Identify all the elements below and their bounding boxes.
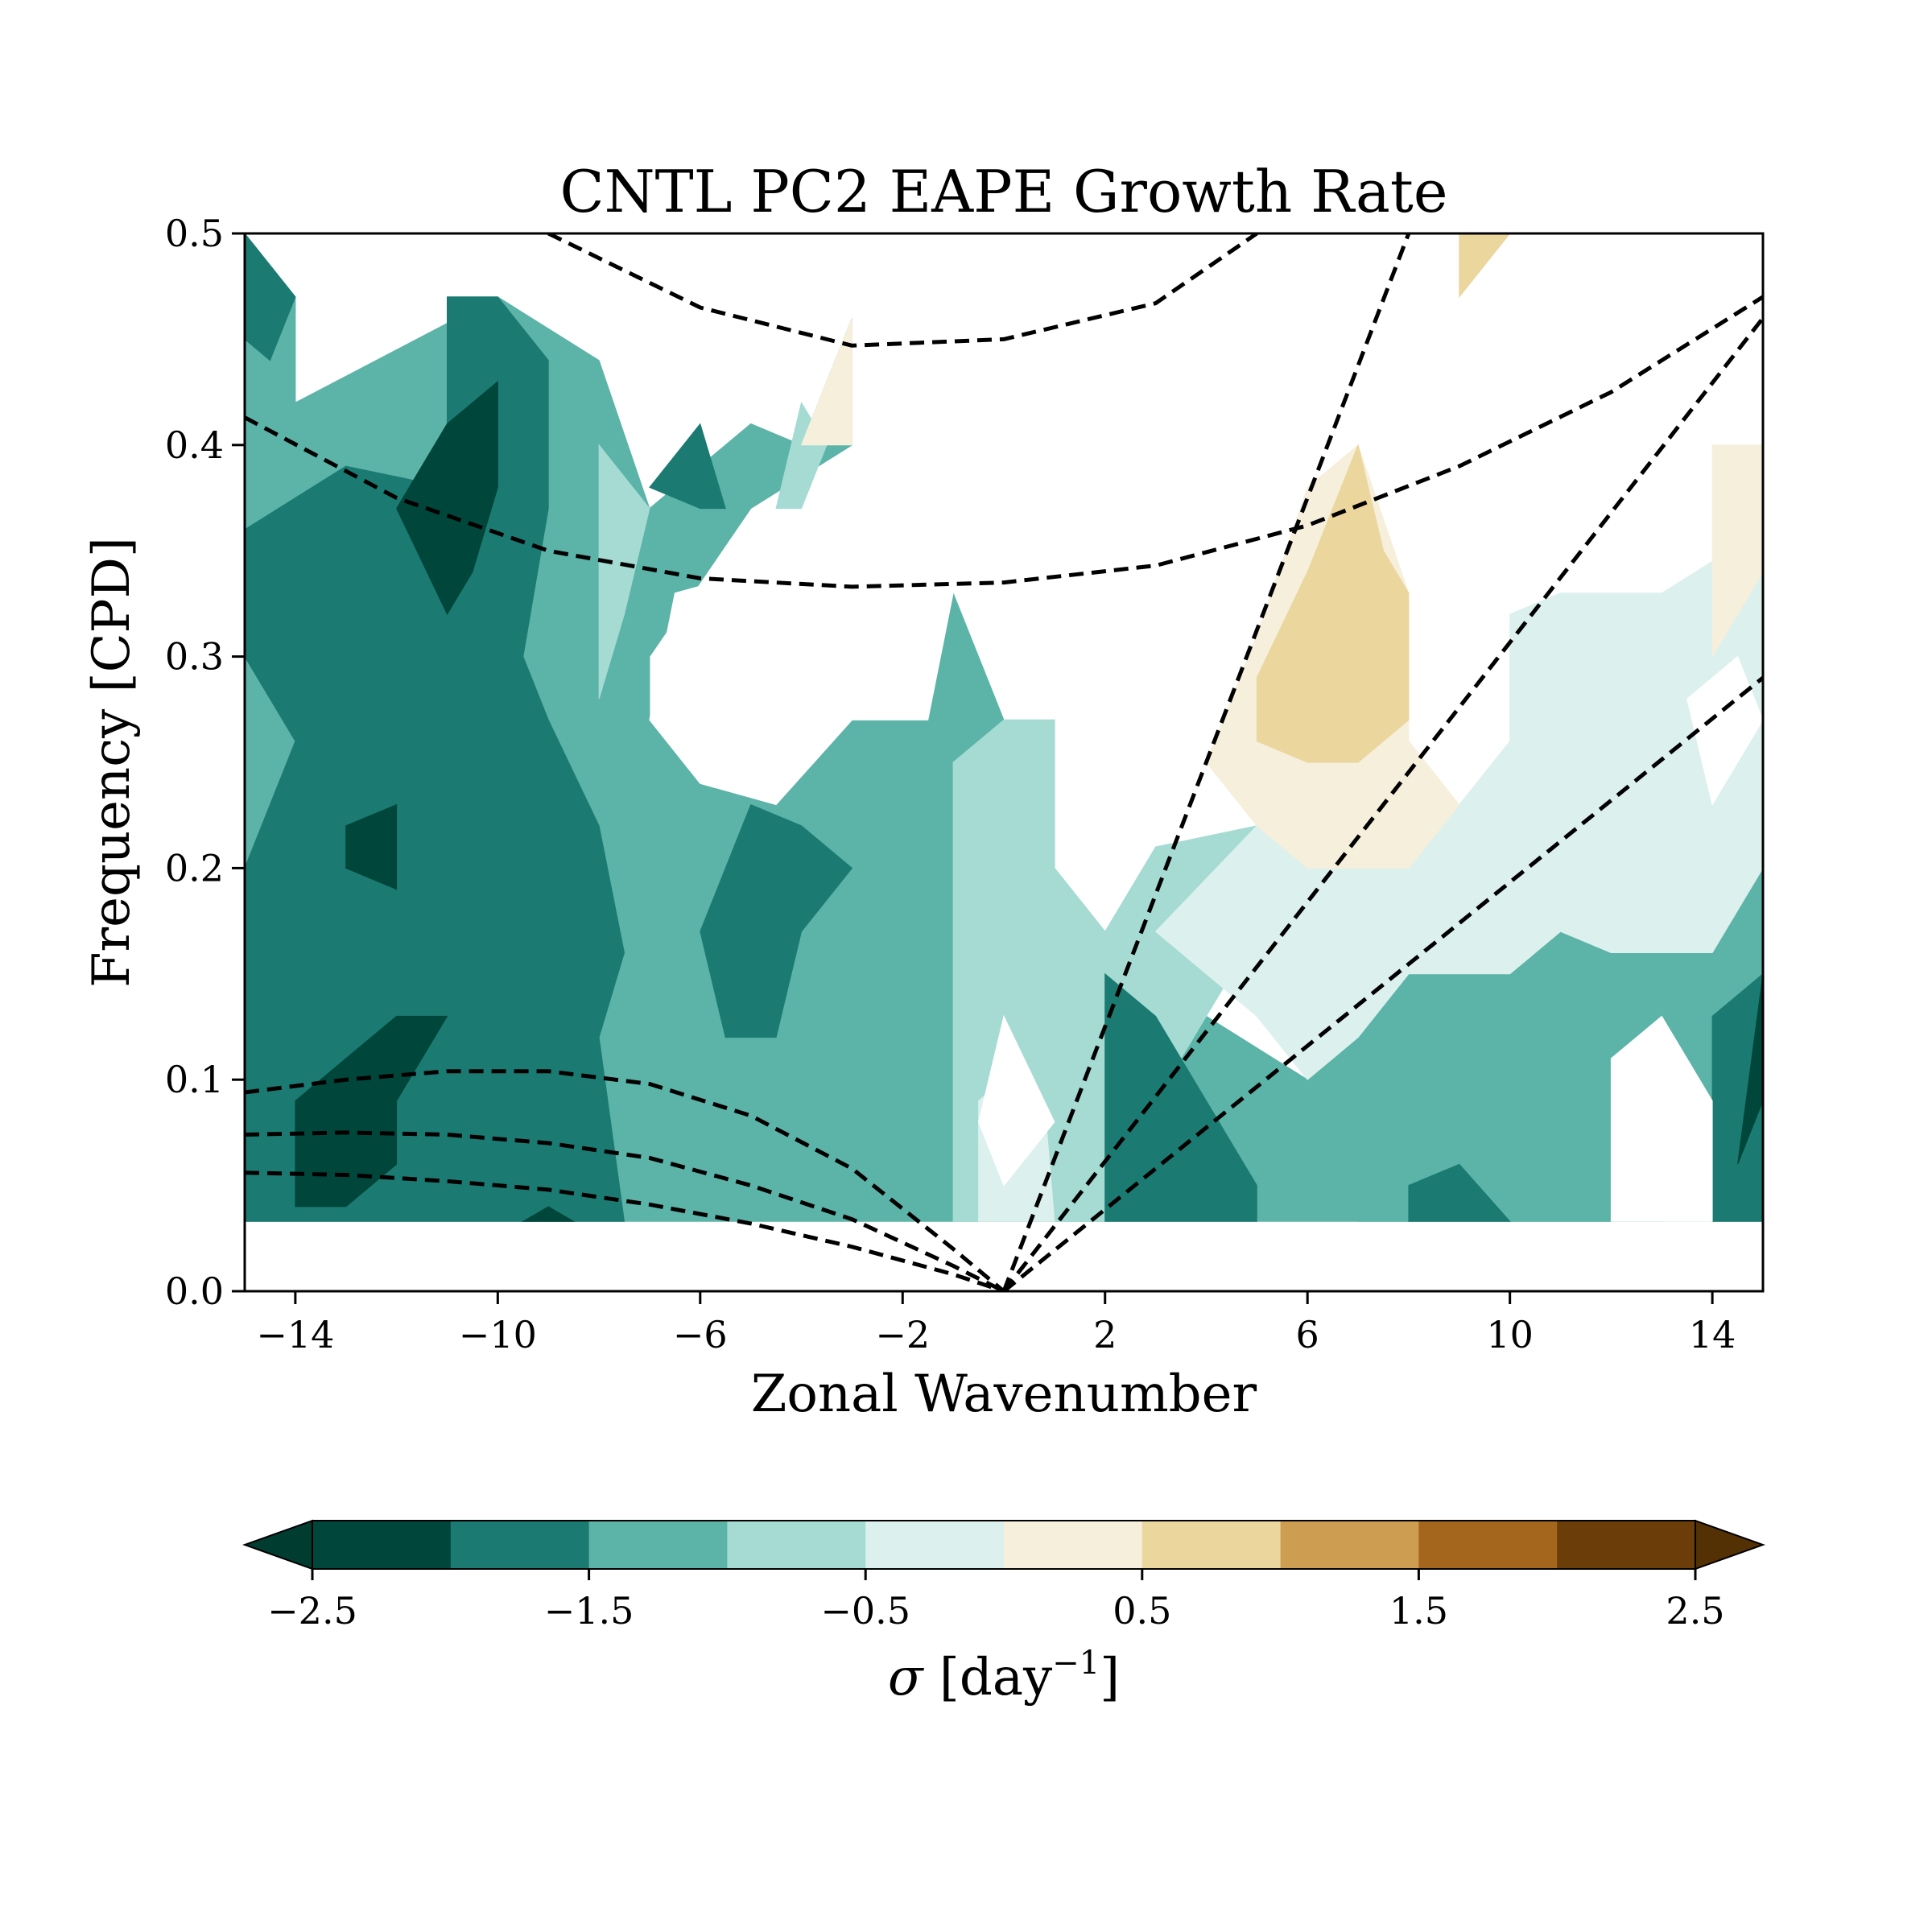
- contour-region-23: [521, 1206, 576, 1222]
- contour-region-8: [1256, 444, 1410, 763]
- contour-fills: [245, 233, 1763, 1222]
- dispersion-curve-4: [245, 295, 1763, 589]
- x-tick-label: 10: [1486, 1313, 1534, 1356]
- colorbar: [242, 1519, 1765, 1571]
- contour-region-15: [1104, 972, 1257, 1222]
- contour-region-18: [345, 803, 398, 890]
- contour-region-20: [396, 380, 498, 616]
- colorbar-extend-max: [1695, 1519, 1765, 1571]
- dispersion-curve-1: [1002, 316, 1763, 1291]
- colorbar-swatch-8: [1418, 1521, 1558, 1569]
- x-tick-label: −14: [256, 1313, 334, 1356]
- colorbar-swatch-4: [865, 1521, 1005, 1569]
- chart-title: CNTL PC2 EAPE Growth Rate: [560, 158, 1448, 225]
- colorbar-label: σ [day−1]: [888, 1645, 1120, 1707]
- x-tick-label: −6: [673, 1313, 728, 1356]
- colorbar-tick-label: −0.5: [820, 1589, 910, 1633]
- colorbar-label-exponent: −1: [1052, 1645, 1100, 1682]
- colorbar-swatch-2: [588, 1521, 728, 1569]
- contour-region-26: [1610, 1015, 1713, 1222]
- plot-area: [245, 233, 1763, 1291]
- colorbar-swatch-1: [450, 1521, 590, 1569]
- contour-region-4: [598, 444, 650, 700]
- contour-region-22: [1408, 1163, 1511, 1222]
- colorbar-tick-label: −1.5: [544, 1589, 634, 1633]
- colorbar-swatch-5: [1004, 1521, 1143, 1569]
- y-axis-label: Frequency [CPD]: [82, 537, 142, 988]
- colorbar-tick-label: −2.5: [267, 1589, 357, 1633]
- plot-frame: [243, 232, 1765, 1293]
- y-tick-label: 0.2: [165, 846, 224, 890]
- y-tick-label: 0.0: [165, 1269, 224, 1313]
- contour-region-11: [245, 296, 625, 1222]
- colorbar-swatch-7: [1280, 1521, 1419, 1569]
- x-axis-ticks: −14 −10 −6 −2 2 6 10 14: [256, 1291, 1736, 1356]
- y-tick-label: 0.4: [165, 423, 224, 467]
- y-tick-label: 0.1: [165, 1058, 224, 1101]
- contour-region-12: [245, 233, 296, 361]
- contour-region-24: [649, 571, 954, 806]
- dispersion-curves: [245, 233, 1763, 1291]
- x-tick-label: −10: [459, 1313, 537, 1356]
- dispersion-curve-7: [245, 1170, 1005, 1291]
- colorbar-swatch-9: [1557, 1521, 1696, 1569]
- contour-region-19: [295, 1015, 448, 1208]
- x-tick-label: −2: [875, 1313, 930, 1356]
- contour-region-9: [1459, 233, 1511, 299]
- x-tick-label: 2: [1093, 1313, 1117, 1356]
- colorbar-label-symbol: σ: [888, 1648, 925, 1707]
- contour-region-10: [1711, 444, 1763, 658]
- colorbar-swatch-0: [312, 1521, 452, 1569]
- colorbar-label-close: ]: [1100, 1648, 1120, 1707]
- x-tick-label: 14: [1689, 1313, 1736, 1356]
- colorbar-tick-label: 1.5: [1389, 1589, 1448, 1633]
- contour-region-16: [1711, 973, 1763, 1222]
- y-axis-ticks: 0.0 0.1 0.2 0.3 0.4 0.5: [165, 212, 245, 1313]
- contour-region-14: [649, 423, 726, 510]
- colorbar-tick-label: 0.5: [1113, 1589, 1171, 1633]
- dispersion-curve-5: [245, 1069, 1005, 1291]
- x-tick-label: 6: [1296, 1313, 1319, 1356]
- dispersion-curve-0: [1001, 233, 1411, 1291]
- x-axis-label: Zonal Wavenumber: [751, 1364, 1257, 1424]
- contour-region-25: [978, 1014, 1055, 1187]
- contour-region-6: [800, 317, 852, 446]
- dispersion-curve-6: [245, 1130, 1005, 1291]
- colorbar-swatch-3: [727, 1521, 866, 1569]
- colorbar-extend-min: [242, 1519, 313, 1571]
- colorbar-ticks: −2.5 −1.5 −0.5 0.5 1.5 2.5: [267, 1569, 1725, 1633]
- colorbar-frame: [312, 1520, 1696, 1570]
- dispersion-curve-2: [1002, 675, 1763, 1291]
- contour-region-13: [700, 803, 853, 1038]
- y-tick-label: 0.3: [165, 635, 224, 679]
- colorbar-tick-label: 2.5: [1666, 1589, 1724, 1633]
- dispersion-curve-3: [547, 233, 1258, 348]
- colorbar-swatch-6: [1141, 1521, 1282, 1569]
- contour-region-21: [1737, 973, 1763, 1165]
- y-tick-label: 0.5: [165, 212, 224, 255]
- colorbar-label-unit: [day: [923, 1648, 1053, 1707]
